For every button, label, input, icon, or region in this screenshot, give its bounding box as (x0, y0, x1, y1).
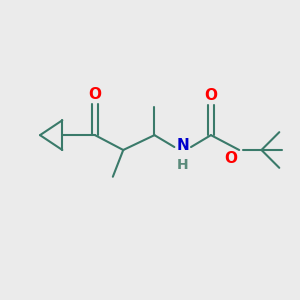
Text: N: N (176, 138, 189, 153)
Text: O: O (204, 88, 218, 103)
Text: H: H (177, 158, 188, 172)
Text: O: O (88, 87, 101, 102)
Text: O: O (225, 152, 238, 166)
